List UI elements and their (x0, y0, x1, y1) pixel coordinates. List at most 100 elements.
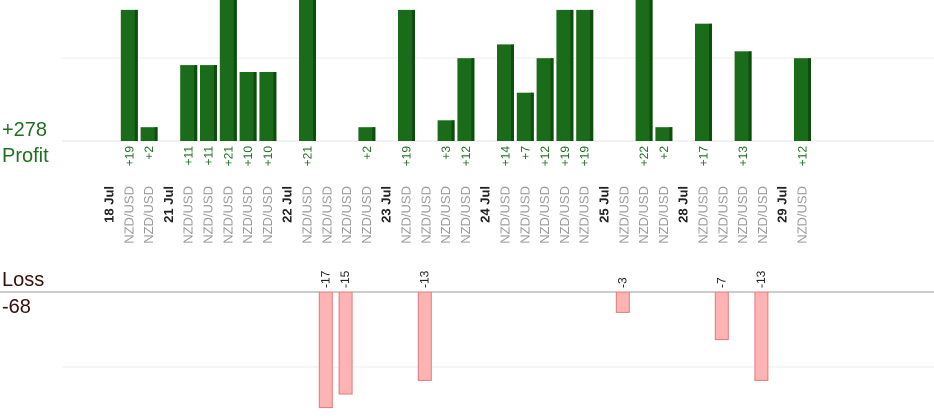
pair-label: NZD/USD (201, 186, 216, 244)
profit-bar (576, 9, 594, 142)
profit-bar (516, 92, 534, 141)
profit-value-label: +12 (538, 146, 552, 167)
profit-value-label: +3 (439, 146, 453, 160)
pair-label: NZD/USD (300, 186, 315, 244)
pair-label: NZD/USD (577, 186, 592, 244)
profit-value-label: +19 (558, 146, 572, 167)
loss-value-label: -17 (318, 270, 332, 288)
profit-bar (794, 58, 811, 142)
pair-label: NZD/USD (458, 186, 473, 244)
loss-bar (615, 291, 630, 313)
loss-bar (714, 291, 729, 341)
pair-label: NZD/USD (438, 186, 453, 244)
pair-label: NZD/USD (220, 186, 235, 244)
pair-label: NZD/USD (755, 186, 770, 244)
pair-label: NZD/USD (656, 186, 671, 244)
profit-bar (299, 0, 316, 141)
pair-label: NZD/USD (517, 186, 532, 244)
pair-label: NZD/USD (359, 186, 374, 244)
date-label: 29 Jul (775, 186, 790, 223)
loss-value-label: -15 (338, 270, 352, 288)
profit-bar-shade (412, 9, 415, 142)
profit-bar (120, 9, 138, 142)
profit-bar-shade (570, 9, 574, 142)
profit-value-label: +2 (142, 146, 156, 160)
profit-bar-shade (649, 0, 653, 141)
profit-bar-shade (194, 65, 198, 141)
profit-value-label: +22 (637, 146, 651, 167)
profit-bar (358, 127, 376, 141)
profit-bar-shade (748, 51, 752, 141)
profit-bar-shade (214, 65, 217, 141)
profit-label: Profit (2, 145, 49, 167)
profit-bar (200, 65, 217, 141)
pair-label: NZD/USD (616, 186, 631, 244)
profit-value-label: +11 (182, 146, 196, 166)
profit-bar-shade (590, 9, 594, 142)
chart-marks: 18 Jul +19 NZD/USD +2 NZD/USD 21 Jul +11 NZD/US… (102, 0, 811, 409)
profit-value-label: +10 (241, 146, 255, 167)
profit-bar-shade (530, 92, 534, 141)
pair-label: NZD/USD (557, 186, 572, 244)
profit-value-label: +11 (202, 146, 216, 166)
profit-bar (398, 9, 415, 142)
profit-bar (536, 58, 554, 142)
profit-value-label: +19 (122, 146, 136, 167)
profit-total: +278 (2, 119, 48, 141)
profit-bar (437, 120, 455, 141)
profit-bar-shade (471, 58, 475, 142)
profit-value-label: +17 (697, 146, 711, 167)
pair-label: NZD/USD (418, 186, 433, 244)
pair-label: NZD/USD (735, 186, 750, 244)
profit-bar-shade (669, 127, 673, 141)
pair-label: NZD/USD (696, 186, 711, 244)
profit-bar (239, 72, 257, 141)
pair-label: NZD/USD (537, 186, 552, 244)
loss-bar (754, 291, 769, 381)
profit-bar (180, 65, 198, 141)
profit-bar (695, 23, 712, 142)
profit-value-label: +19 (400, 146, 414, 167)
date-label: 25 Jul (597, 186, 612, 223)
loss-value-label: -7 (714, 277, 728, 288)
date-label: 21 Jul (161, 186, 176, 223)
pair-label: NZD/USD (498, 186, 513, 244)
profit-bar-shade (511, 44, 514, 141)
profit-value-label: +2 (360, 146, 374, 160)
profit-bar (734, 51, 752, 141)
profit-bar-shade (273, 72, 277, 141)
profit-bar (259, 72, 277, 141)
profit-bar-shade (372, 127, 376, 141)
profit-bar (140, 127, 158, 141)
loss-value-label: -13 (417, 270, 431, 288)
profit-bar-shade (808, 58, 811, 142)
pair-label: NZD/USD (795, 186, 810, 244)
pair-label: NZD/USD (121, 186, 136, 244)
profit-bar (457, 58, 475, 142)
profit-value-label: +10 (261, 146, 275, 167)
profit-bar-shade (253, 72, 257, 141)
profit-bar-shade (451, 120, 455, 141)
profit-bar (219, 0, 237, 141)
pair-label: NZD/USD (319, 186, 334, 244)
loss-total: -68 (2, 296, 31, 318)
profit-bar-shade (233, 0, 237, 141)
profit-value-label: +7 (518, 146, 532, 160)
pair-label: NZD/USD (240, 186, 255, 244)
profit-bar-shade (709, 23, 712, 142)
loss-bar (417, 291, 432, 381)
pair-label: NZD/USD (181, 186, 196, 244)
date-label: 28 Jul (676, 186, 691, 223)
loss-bar (318, 291, 333, 409)
profit-value-label: +12 (459, 146, 473, 167)
profit-bar (497, 44, 514, 141)
profit-value-label: +19 (578, 146, 592, 167)
loss-bar (338, 291, 353, 395)
loss-value-label: -3 (615, 277, 629, 288)
profit-value-label: +21 (221, 146, 235, 167)
profit-bar-shade (550, 58, 554, 142)
profit-bar (655, 127, 673, 141)
date-label: 22 Jul (280, 186, 295, 223)
profit-bar-shade (154, 127, 158, 141)
